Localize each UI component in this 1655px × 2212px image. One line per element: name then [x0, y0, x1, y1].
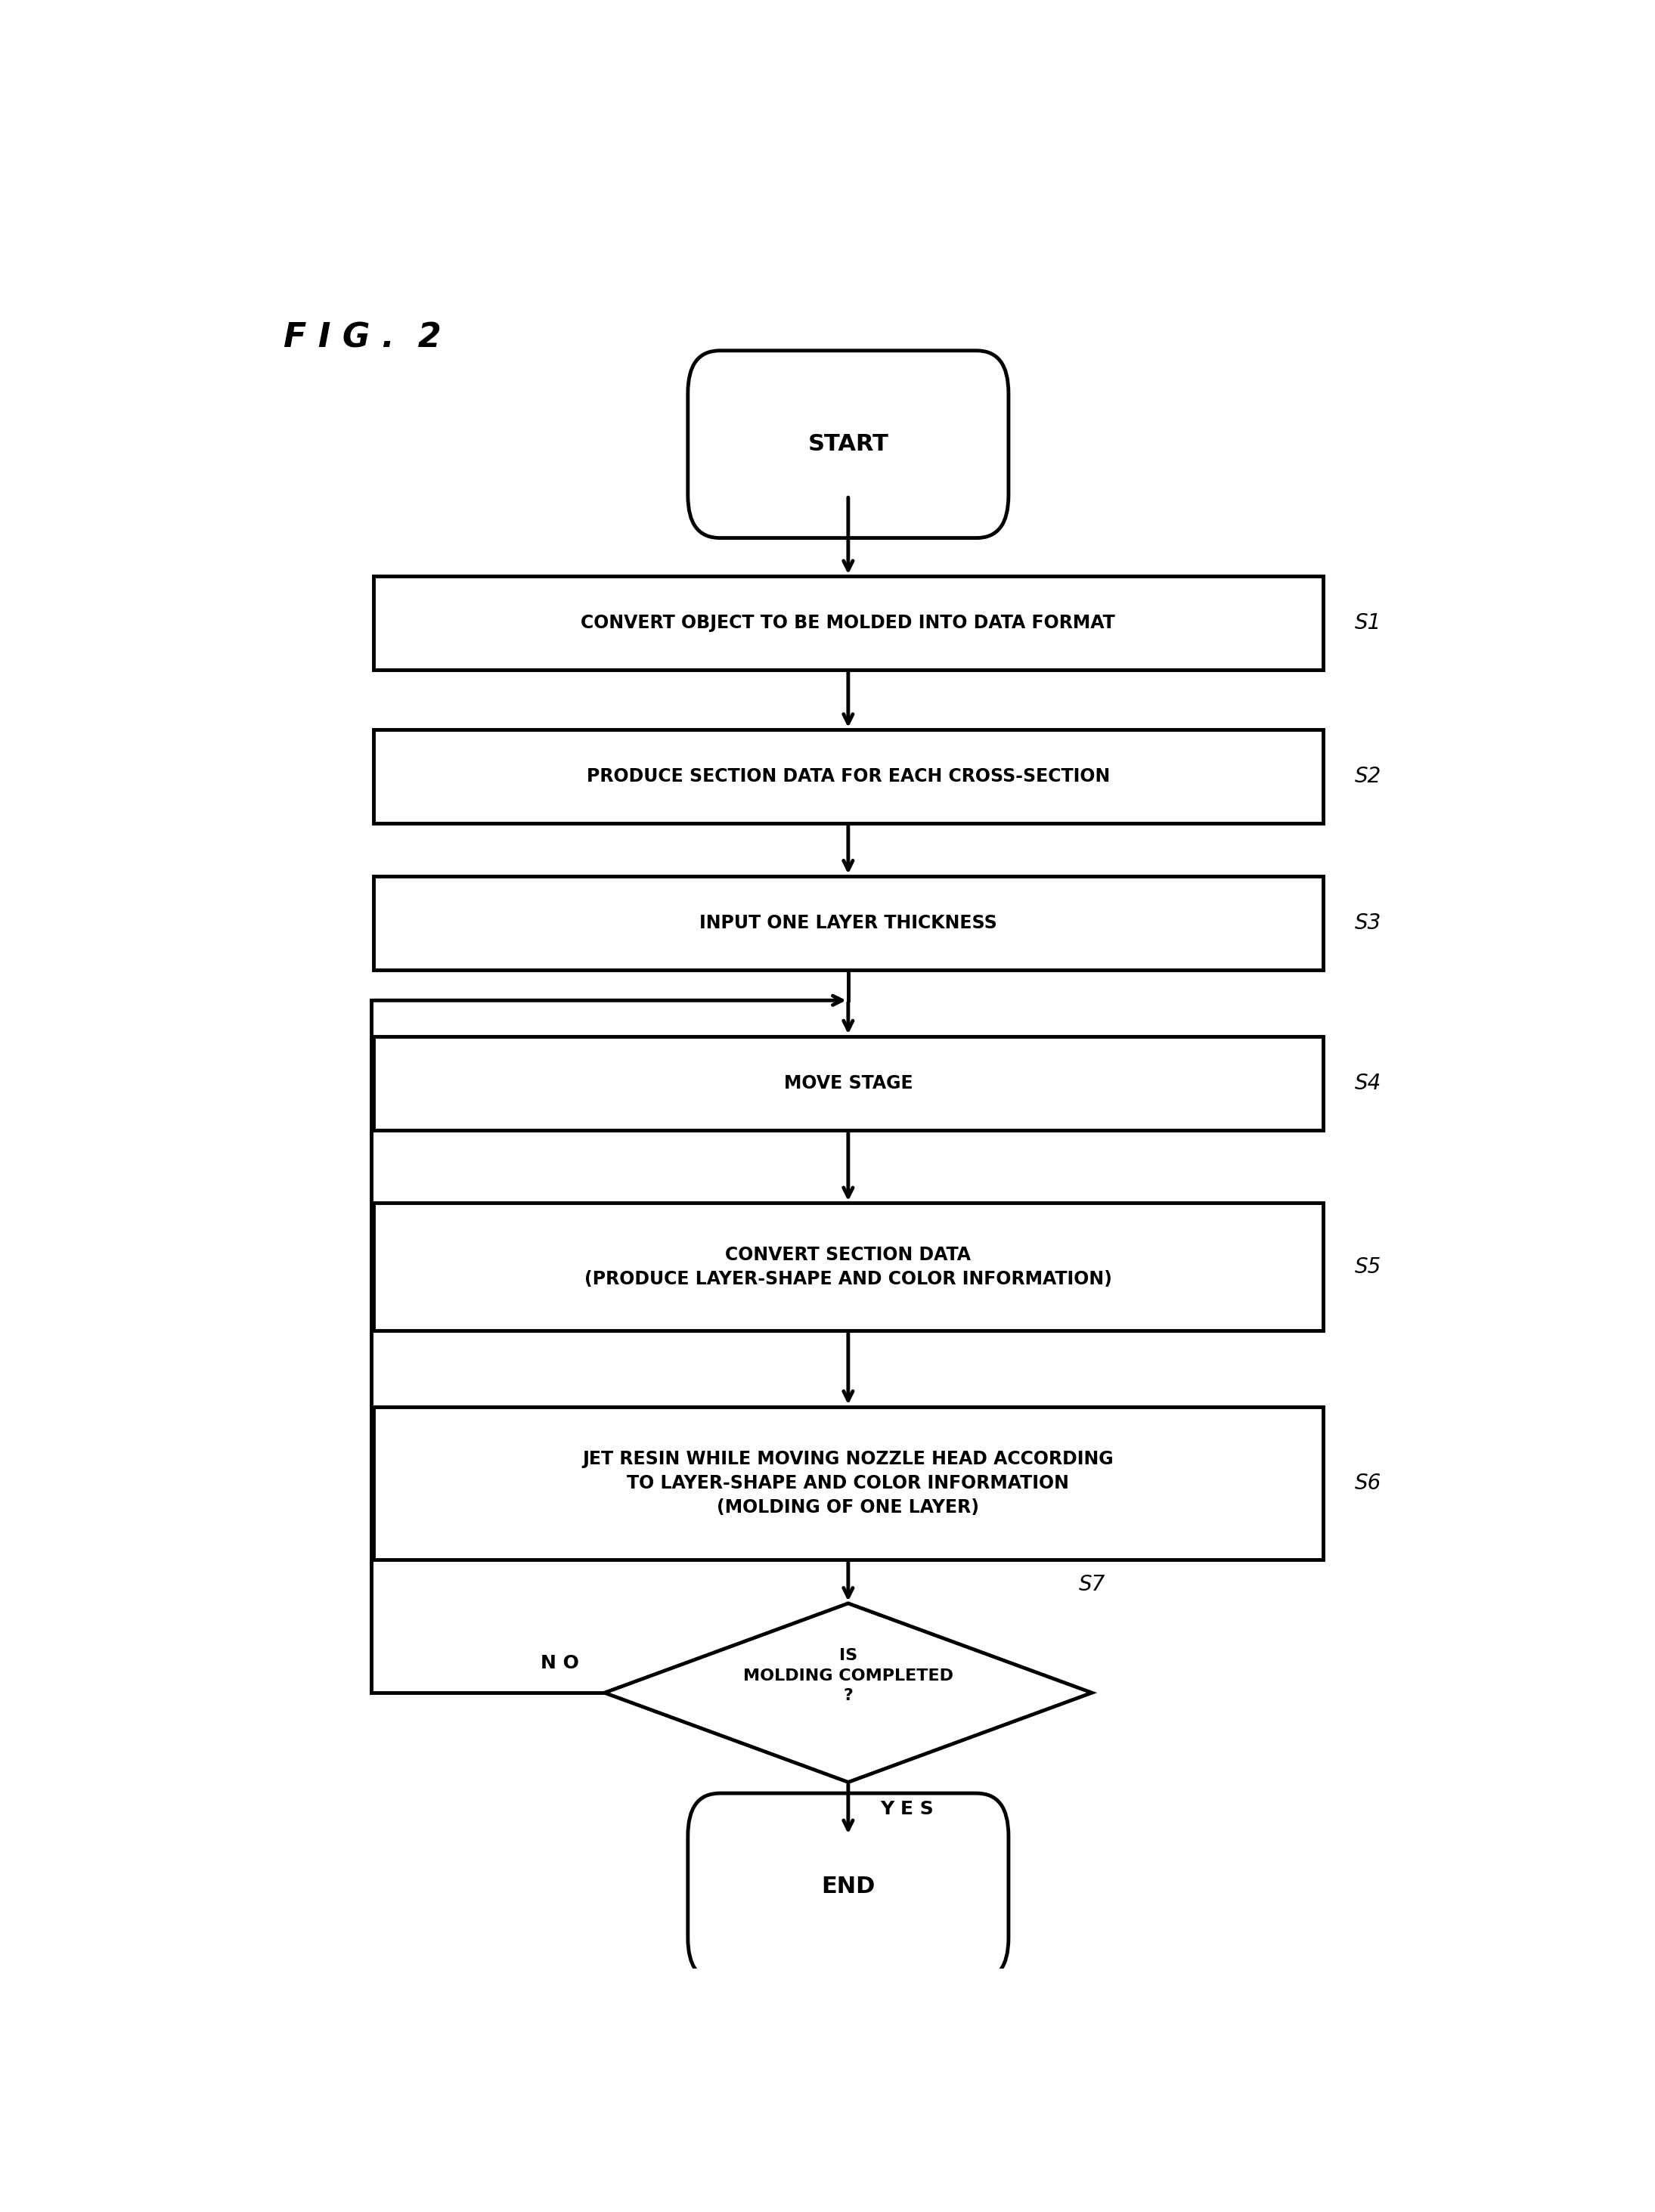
Text: F I G .  2: F I G . 2: [285, 321, 442, 354]
Text: END: END: [821, 1876, 875, 1898]
Bar: [374, 1035, 1322, 1130]
Text: CONVERT OBJECT TO BE MOLDED INTO DATA FORMAT: CONVERT OBJECT TO BE MOLDED INTO DATA FO…: [581, 615, 1115, 633]
Text: CONVERT SECTION DATA
(PRODUCE LAYER-SHAPE AND COLOR INFORMATION): CONVERT SECTION DATA (PRODUCE LAYER-SHAP…: [584, 1245, 1112, 1287]
Text: START: START: [808, 434, 889, 456]
Text: S5: S5: [1355, 1256, 1382, 1279]
Bar: [374, 730, 1322, 823]
Text: S6: S6: [1355, 1473, 1382, 1493]
Text: INPUT ONE LAYER THICKNESS: INPUT ONE LAYER THICKNESS: [700, 914, 996, 931]
Bar: [374, 876, 1322, 969]
Text: Y E S: Y E S: [880, 1801, 933, 1818]
Text: S7: S7: [1079, 1573, 1106, 1595]
Text: S3: S3: [1355, 911, 1382, 933]
Text: S2: S2: [1355, 765, 1382, 787]
Polygon shape: [604, 1604, 1092, 1783]
Text: IS
MOLDING COMPLETED
?: IS MOLDING COMPLETED ?: [743, 1648, 953, 1703]
Bar: [374, 1203, 1322, 1332]
FancyBboxPatch shape: [688, 349, 1008, 538]
Bar: [374, 577, 1322, 670]
FancyBboxPatch shape: [688, 1794, 1008, 1980]
Text: PRODUCE SECTION DATA FOR EACH CROSS-SECTION: PRODUCE SECTION DATA FOR EACH CROSS-SECT…: [586, 768, 1111, 785]
Bar: [374, 1407, 1322, 1559]
Text: S1: S1: [1355, 613, 1382, 633]
Text: S4: S4: [1355, 1073, 1382, 1093]
Text: JET RESIN WHILE MOVING NOZZLE HEAD ACCORDING
TO LAYER-SHAPE AND COLOR INFORMATIO: JET RESIN WHILE MOVING NOZZLE HEAD ACCOR…: [583, 1451, 1114, 1515]
Text: N O: N O: [541, 1655, 579, 1672]
Text: MOVE STAGE: MOVE STAGE: [784, 1073, 912, 1093]
